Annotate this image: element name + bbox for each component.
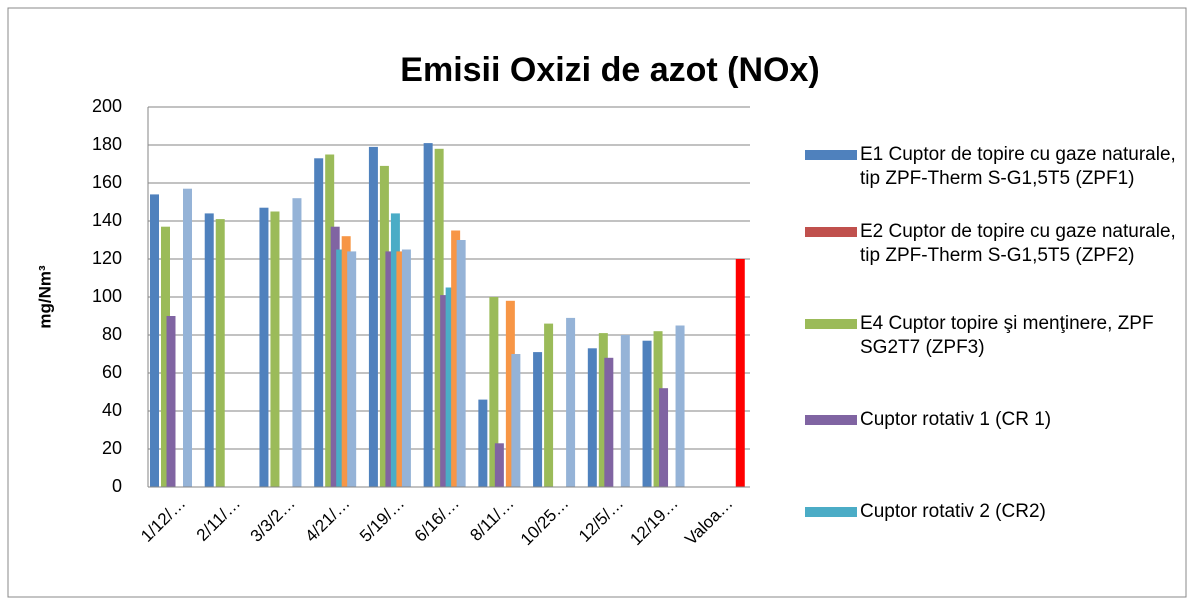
y-tick-label: 120	[92, 248, 122, 268]
legend-label: E1 Cuptor de topire cu gaze naturale, ti…	[860, 144, 1176, 189]
bar	[150, 194, 159, 487]
bar	[423, 143, 433, 487]
bar	[336, 249, 346, 487]
bar	[440, 295, 450, 487]
bar	[604, 357, 614, 487]
bar	[347, 251, 357, 487]
bar	[566, 317, 576, 487]
bar	[533, 352, 543, 487]
bar	[390, 213, 400, 487]
bar	[325, 154, 335, 487]
bar	[505, 300, 515, 487]
y-tick-label: 140	[92, 210, 122, 230]
bar	[401, 249, 411, 487]
bar	[314, 158, 324, 488]
y-tick-label: 60	[102, 362, 122, 382]
bar	[675, 325, 685, 487]
legend-label: Cuptor rotativ 2 (CR2)	[860, 501, 1046, 522]
bar	[494, 443, 504, 487]
bar	[598, 333, 608, 487]
bar	[511, 354, 521, 487]
bar	[259, 207, 269, 487]
bar	[434, 148, 444, 488]
bar	[642, 340, 652, 487]
bar	[620, 335, 630, 487]
bar	[368, 146, 378, 487]
bar	[183, 188, 192, 487]
bar	[478, 399, 488, 487]
bar	[489, 297, 499, 487]
y-tick-label: 80	[102, 324, 122, 344]
bar	[270, 211, 280, 487]
y-tick-label: 40	[102, 400, 122, 420]
bar	[544, 323, 554, 487]
legend-swatch	[805, 507, 857, 517]
y-tick-label: 0	[112, 476, 122, 496]
bar	[292, 198, 302, 487]
y-tick-label: 200	[92, 96, 122, 116]
bar	[161, 226, 170, 487]
y-tick-label: 180	[92, 134, 122, 154]
bar	[341, 236, 351, 487]
bar	[451, 230, 461, 487]
bar	[587, 348, 597, 487]
bar	[385, 251, 395, 487]
legend-swatch	[805, 319, 857, 329]
chart-title: Emisii Oxizi de azot (NOx)	[400, 51, 819, 89]
bar	[396, 251, 406, 487]
bar	[659, 388, 669, 487]
y-axis-label: mg/Nm³	[35, 265, 54, 329]
legend-swatch	[805, 415, 857, 425]
bar	[166, 316, 176, 487]
bar	[204, 213, 214, 487]
legend-swatch	[805, 150, 857, 160]
legend-label: E4 Cuptor topire şi menţinere, ZPF SG2T7…	[860, 313, 1154, 358]
bar	[456, 240, 466, 487]
chart-border	[7, 7, 1187, 598]
bar	[215, 219, 225, 487]
bar	[445, 287, 455, 487]
legend-label: Cuptor rotativ 1 (CR 1)	[860, 409, 1052, 430]
y-tick-label: 100	[92, 286, 122, 306]
bar	[735, 259, 745, 487]
y-tick-label: 20	[102, 438, 122, 458]
bar	[330, 226, 340, 487]
legend-swatch	[805, 227, 857, 237]
bar	[379, 165, 389, 487]
legend-label: E2 Cuptor de topire cu gaze naturale, ti…	[860, 221, 1176, 266]
bar	[653, 331, 663, 487]
y-tick-label: 160	[92, 172, 122, 192]
